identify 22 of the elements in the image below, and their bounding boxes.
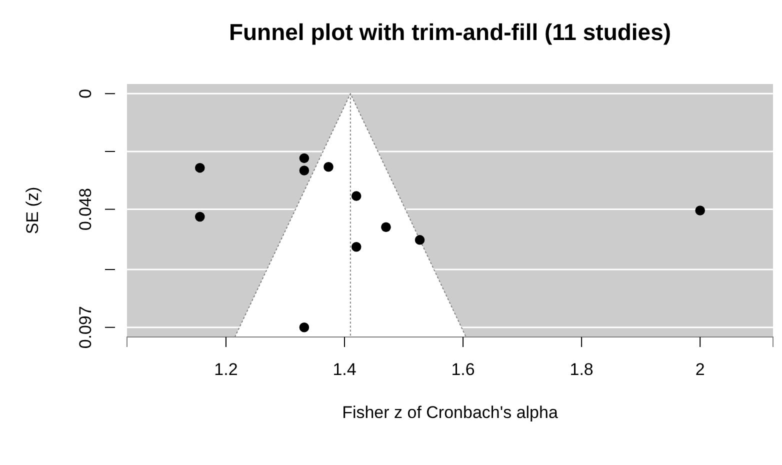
- point: [324, 162, 334, 172]
- point: [299, 322, 310, 332]
- point: [195, 162, 205, 173]
- point: [414, 235, 425, 245]
- point: [695, 206, 705, 216]
- x-tick-label: 2: [695, 360, 705, 380]
- x-axis-title: Fisher z of Cronbach's alpha: [342, 403, 558, 422]
- point: [299, 153, 310, 164]
- x-tick-label: 1.8: [570, 360, 594, 380]
- point: [381, 222, 391, 232]
- y-tick-label: 0.048: [76, 188, 95, 231]
- point: [195, 212, 205, 222]
- chart-title: Funnel plot with trim-and-fill (11 studies): [228, 19, 672, 45]
- point: [351, 242, 362, 252]
- point: [351, 191, 362, 201]
- x-tick-label: 1.4: [332, 360, 356, 380]
- point: [299, 166, 310, 176]
- y-axis-title: SE (z): [23, 186, 42, 234]
- y-tick-label: 0: [76, 88, 95, 98]
- y-tick-label: 0.097: [76, 306, 95, 349]
- x-tick-label: 1.6: [451, 360, 475, 380]
- x-tick-label: 1.2: [214, 360, 238, 380]
